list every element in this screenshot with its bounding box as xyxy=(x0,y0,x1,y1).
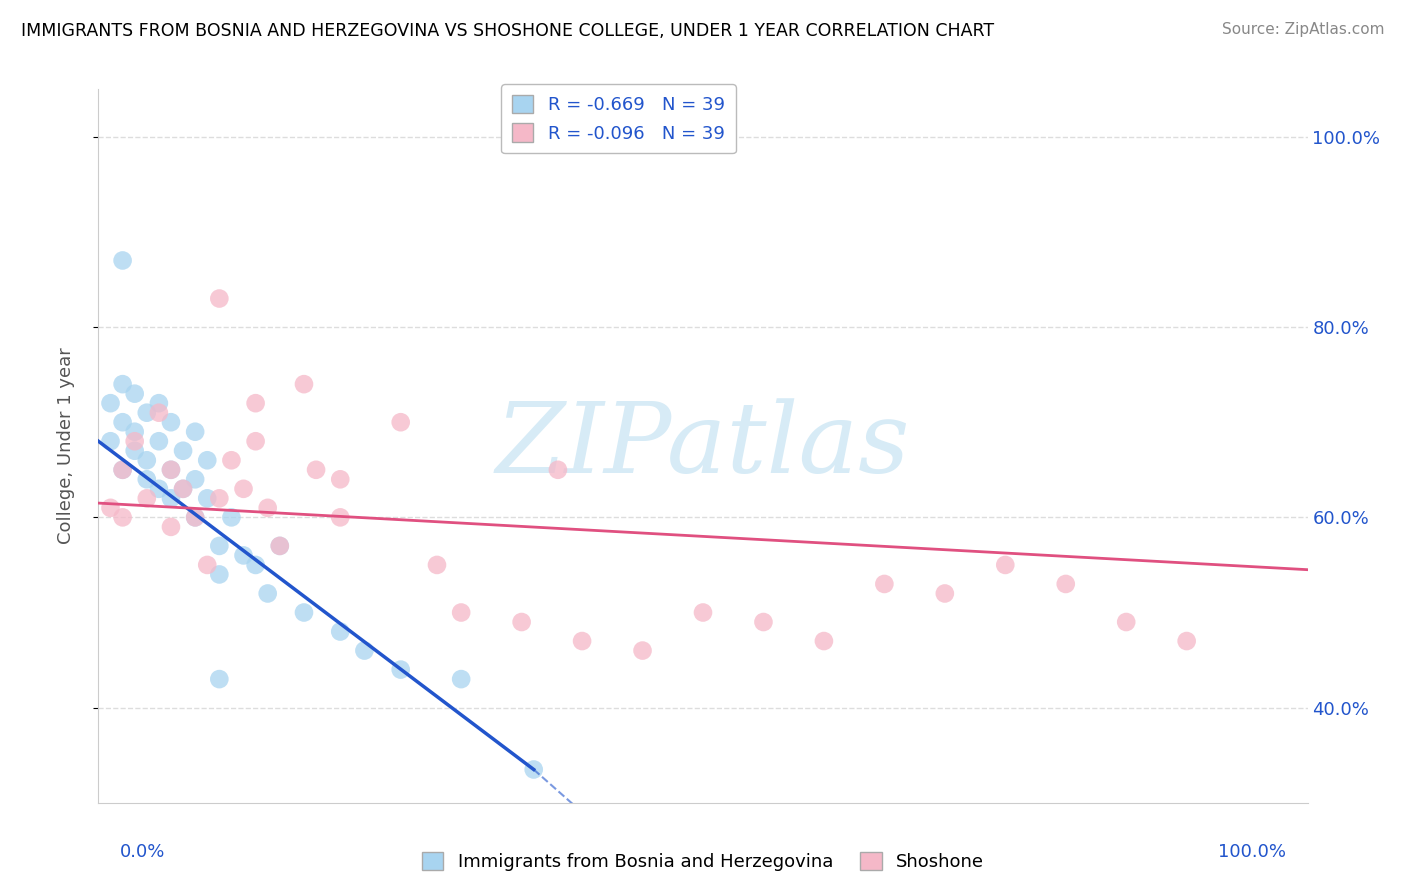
Point xyxy=(148,396,170,410)
Point xyxy=(292,377,315,392)
Point xyxy=(221,453,243,467)
Point xyxy=(292,606,315,620)
Point xyxy=(450,672,472,686)
Point xyxy=(232,549,254,563)
Point xyxy=(208,292,231,306)
Point xyxy=(195,491,218,506)
Point xyxy=(111,253,134,268)
Point xyxy=(873,577,896,591)
Legend: Immigrants from Bosnia and Herzegovina, Shoshone: Immigrants from Bosnia and Herzegovina, … xyxy=(415,845,991,879)
Point xyxy=(135,472,157,486)
Point xyxy=(195,453,218,467)
Point xyxy=(1175,634,1198,648)
Point xyxy=(329,510,352,524)
Point xyxy=(111,510,134,524)
Point xyxy=(245,396,267,410)
Point xyxy=(172,482,194,496)
Point xyxy=(135,406,157,420)
Point xyxy=(329,624,352,639)
Text: Source: ZipAtlas.com: Source: ZipAtlas.com xyxy=(1222,22,1385,37)
Point xyxy=(208,539,231,553)
Point xyxy=(1054,577,1077,591)
Point xyxy=(111,463,134,477)
Point xyxy=(813,634,835,648)
Point xyxy=(994,558,1017,572)
Text: 100.0%: 100.0% xyxy=(1219,843,1286,861)
Point xyxy=(184,510,207,524)
Point xyxy=(124,434,146,449)
Text: 0.0%: 0.0% xyxy=(120,843,165,861)
Point xyxy=(353,643,375,657)
Point xyxy=(256,500,278,515)
Point xyxy=(523,763,546,777)
Point xyxy=(100,396,122,410)
Point xyxy=(148,482,170,496)
Point xyxy=(100,434,122,449)
Point xyxy=(571,634,593,648)
Point xyxy=(305,463,328,477)
Point xyxy=(160,491,183,506)
Point xyxy=(450,606,472,620)
Point xyxy=(124,386,146,401)
Point xyxy=(510,615,533,629)
Point xyxy=(256,586,278,600)
Point xyxy=(208,491,231,506)
Point xyxy=(124,425,146,439)
Point xyxy=(111,463,134,477)
Point xyxy=(160,463,183,477)
Point xyxy=(1115,615,1137,629)
Point xyxy=(160,520,183,534)
Point xyxy=(547,463,569,477)
Point xyxy=(631,643,654,657)
Point xyxy=(329,472,352,486)
Legend: R = -0.669   N = 39, R = -0.096   N = 39: R = -0.669 N = 39, R = -0.096 N = 39 xyxy=(501,84,735,153)
Point xyxy=(172,443,194,458)
Y-axis label: College, Under 1 year: College, Under 1 year xyxy=(56,348,75,544)
Point xyxy=(195,558,218,572)
Point xyxy=(426,558,449,572)
Point xyxy=(389,663,412,677)
Point xyxy=(208,567,231,582)
Point xyxy=(124,443,146,458)
Point xyxy=(148,434,170,449)
Point xyxy=(160,415,183,429)
Point xyxy=(752,615,775,629)
Point xyxy=(269,539,291,553)
Point xyxy=(184,425,207,439)
Point xyxy=(245,434,267,449)
Point xyxy=(111,415,134,429)
Point xyxy=(160,463,183,477)
Point xyxy=(135,491,157,506)
Point xyxy=(232,482,254,496)
Point xyxy=(135,453,157,467)
Point xyxy=(692,606,714,620)
Point xyxy=(148,406,170,420)
Point xyxy=(172,482,194,496)
Point xyxy=(184,510,207,524)
Point xyxy=(111,377,134,392)
Point xyxy=(208,672,231,686)
Text: ZIPatlas: ZIPatlas xyxy=(496,399,910,493)
Point xyxy=(245,558,267,572)
Point xyxy=(221,510,243,524)
Point xyxy=(100,500,122,515)
Point xyxy=(184,472,207,486)
Point xyxy=(269,539,291,553)
Point xyxy=(934,586,956,600)
Point xyxy=(389,415,412,429)
Text: IMMIGRANTS FROM BOSNIA AND HERZEGOVINA VS SHOSHONE COLLEGE, UNDER 1 YEAR CORRELA: IMMIGRANTS FROM BOSNIA AND HERZEGOVINA V… xyxy=(21,22,994,40)
